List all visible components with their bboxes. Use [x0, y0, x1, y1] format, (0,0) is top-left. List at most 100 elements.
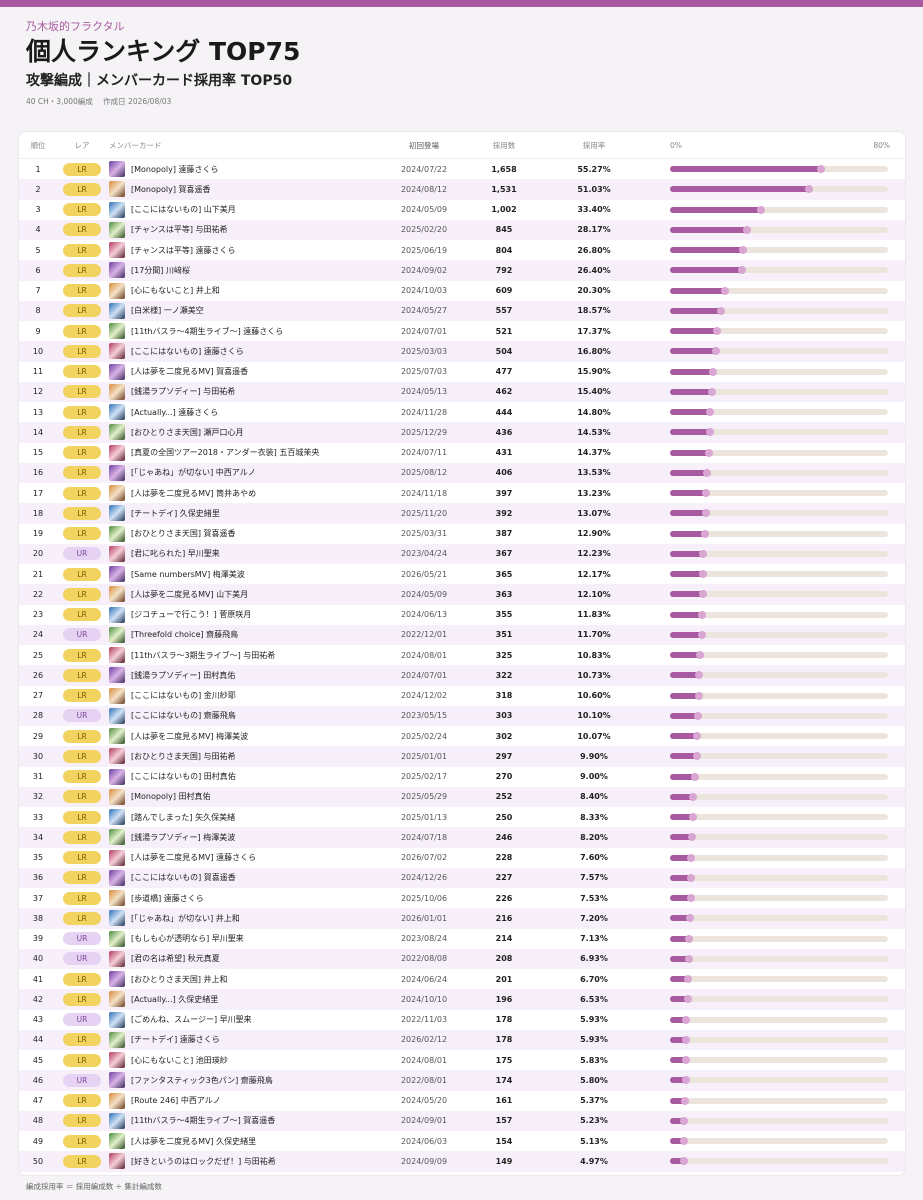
rarity-cell: LR [62, 1053, 102, 1067]
rate-bar [670, 934, 888, 943]
bar-fill [670, 996, 688, 1003]
rate-bar [670, 914, 888, 923]
table-body: 1 LR [Monopoly] 遠藤さくら 2024/07/22 1,658 55.27%… [19, 159, 905, 1172]
rate-cell: 7.20% [580, 913, 608, 923]
table-row: 5 LR [チャンスは平等] 遠藤さくら 2025/06/19 804 26.80% [19, 240, 905, 260]
bar-end-dot [691, 772, 699, 781]
rate-bar [670, 651, 888, 660]
bar-end-dot [695, 691, 703, 700]
footnote: 編成採用率 ＝ 採用編成数 ÷ 集計編成数 [26, 1182, 162, 1191]
date-cell: 2024/12/26 [400, 873, 448, 883]
card-name: [Route 246] 中西アルノ [131, 1096, 221, 1106]
rarity-badge: LR [63, 1094, 101, 1108]
bar-end-dot [686, 914, 694, 923]
card-cell: [チャンスは平等] 与田祐希 [109, 221, 399, 238]
rarity-cell: UR [62, 709, 102, 723]
card-thumbnail [109, 444, 125, 461]
card-cell: [人は夢を二度見るMV] 久保史緒里 [109, 1133, 399, 1150]
card-name: [人は夢を二度見るMV] 筒井あやめ [131, 488, 257, 498]
card-cell: [チートデイ] 遠藤さくら [109, 1031, 399, 1048]
card-name: [Actually...] 久保史緒里 [131, 994, 219, 1004]
bar-end-dot [699, 549, 707, 558]
bar-fill [670, 854, 691, 861]
bar-end-dot [682, 1035, 690, 1044]
card-name: [チートデイ] 遠藤さくら [131, 1035, 220, 1045]
card-thumbnail [109, 728, 125, 745]
bar-fill [670, 814, 693, 821]
card-cell: [Same numbersMV] 梅澤美波 [109, 566, 399, 583]
bar-fill [670, 469, 707, 476]
bar-fill [670, 307, 721, 314]
card-thumbnail [109, 829, 125, 846]
card-thumbnail [109, 464, 125, 481]
rate-bar [670, 630, 888, 639]
rank-cell: 11 [32, 367, 44, 377]
rate-bar [670, 1035, 888, 1044]
bar-fill [670, 1016, 686, 1023]
bar-track [670, 247, 888, 254]
card-name: [人は夢を二度見るMV] 山下美月 [131, 589, 249, 599]
count-cell: 557 [495, 306, 513, 316]
card-thumbnail [109, 424, 125, 441]
card-cell: [おひとりさま天国] 瀬戸口心月 [109, 424, 399, 441]
rarity-badge: LR [63, 1134, 101, 1148]
card-cell: [ここにはないもの] 山下美月 [109, 201, 399, 218]
bar-end-dot [698, 610, 706, 619]
rate-bar [670, 975, 888, 984]
table-row: 20 UR [君に叱られた] 早川聖来 2023/04/24 367 12.23% [19, 543, 905, 564]
rate-cell: 5.83% [580, 1055, 608, 1065]
count-cell: 392 [495, 508, 513, 518]
table-row: 18 LR [チートデイ] 久保史緒里 2025/11/20 392 13.07% [19, 503, 905, 524]
rate-cell: 10.60% [577, 691, 611, 701]
rarity-cell: LR [62, 668, 102, 682]
card-name: [歩道橋] 遠藤さくら [131, 893, 204, 903]
bar-end-dot [687, 894, 695, 903]
card-name: [好きというのはロックだぜ！] 与田祐希 [131, 1156, 276, 1166]
rarity-cell: LR [62, 770, 102, 784]
rarity-cell: LR [62, 466, 102, 480]
card-thumbnail [109, 1133, 125, 1150]
bar-fill [670, 895, 691, 902]
bar-fill [670, 530, 705, 537]
bar-fill [670, 226, 747, 233]
count-cell: 804 [495, 245, 513, 255]
rank-cell: 25 [32, 650, 44, 660]
card-name: [真夏の全国ツアー2018・アンダー衣装] 五百城茉央 [131, 448, 320, 458]
date-cell: 2023/08/24 [400, 934, 448, 944]
rate-bar [670, 225, 888, 234]
card-thumbnail [109, 950, 125, 967]
bar-fill [670, 429, 710, 436]
card-cell: [ここにはないもの] 遠藤さくら [109, 343, 399, 360]
table-row: 45 LR [心にもないこと] 池田瑛紗 2024/08/01 175 5.83% [19, 1050, 905, 1070]
card-name: [白米様] 一ノ瀬美空 [131, 306, 204, 316]
rarity-badge: LR [63, 749, 101, 763]
date-cell: 2025/08/12 [400, 468, 448, 478]
rank-cell: 31 [32, 772, 44, 782]
card-cell: [白米様] 一ノ瀬美空 [109, 302, 399, 319]
date-cell: 2024/05/27 [400, 306, 448, 316]
rarity-badge: LR [63, 182, 101, 196]
top-accent-bar [0, 0, 923, 7]
rate-cell: 17.37% [577, 326, 611, 336]
date-cell: 2025/02/24 [400, 731, 448, 741]
rate-bar [670, 448, 888, 457]
rarity-cell: LR [62, 608, 102, 622]
rate-cell: 7.60% [580, 853, 608, 863]
card-thumbnail [109, 262, 125, 279]
card-cell: [踏んでしまった] 矢久保美緒 [109, 809, 399, 826]
date-cell: 2023/04/24 [400, 549, 448, 559]
count-cell: 270 [495, 772, 513, 782]
count-cell: 157 [495, 1116, 513, 1126]
card-thumbnail [109, 586, 125, 603]
col-rarity: レア [74, 140, 90, 150]
table-row: 35 LR [人は夢を二度見るMV] 遠藤さくら 2026/07/02 228 7.60% [19, 848, 905, 868]
card-thumbnail [109, 991, 125, 1008]
date-cell: 2024/07/11 [400, 448, 448, 458]
bar-fill [670, 1158, 684, 1165]
rank-cell: 21 [32, 569, 44, 579]
rarity-cell: LR [62, 567, 102, 581]
date-cell: 2024/06/24 [400, 974, 448, 984]
bar-end-dot [684, 995, 692, 1004]
card-cell: [人は夢を二度見るMV] 筒井あやめ [109, 485, 399, 502]
bar-fill [670, 550, 703, 557]
